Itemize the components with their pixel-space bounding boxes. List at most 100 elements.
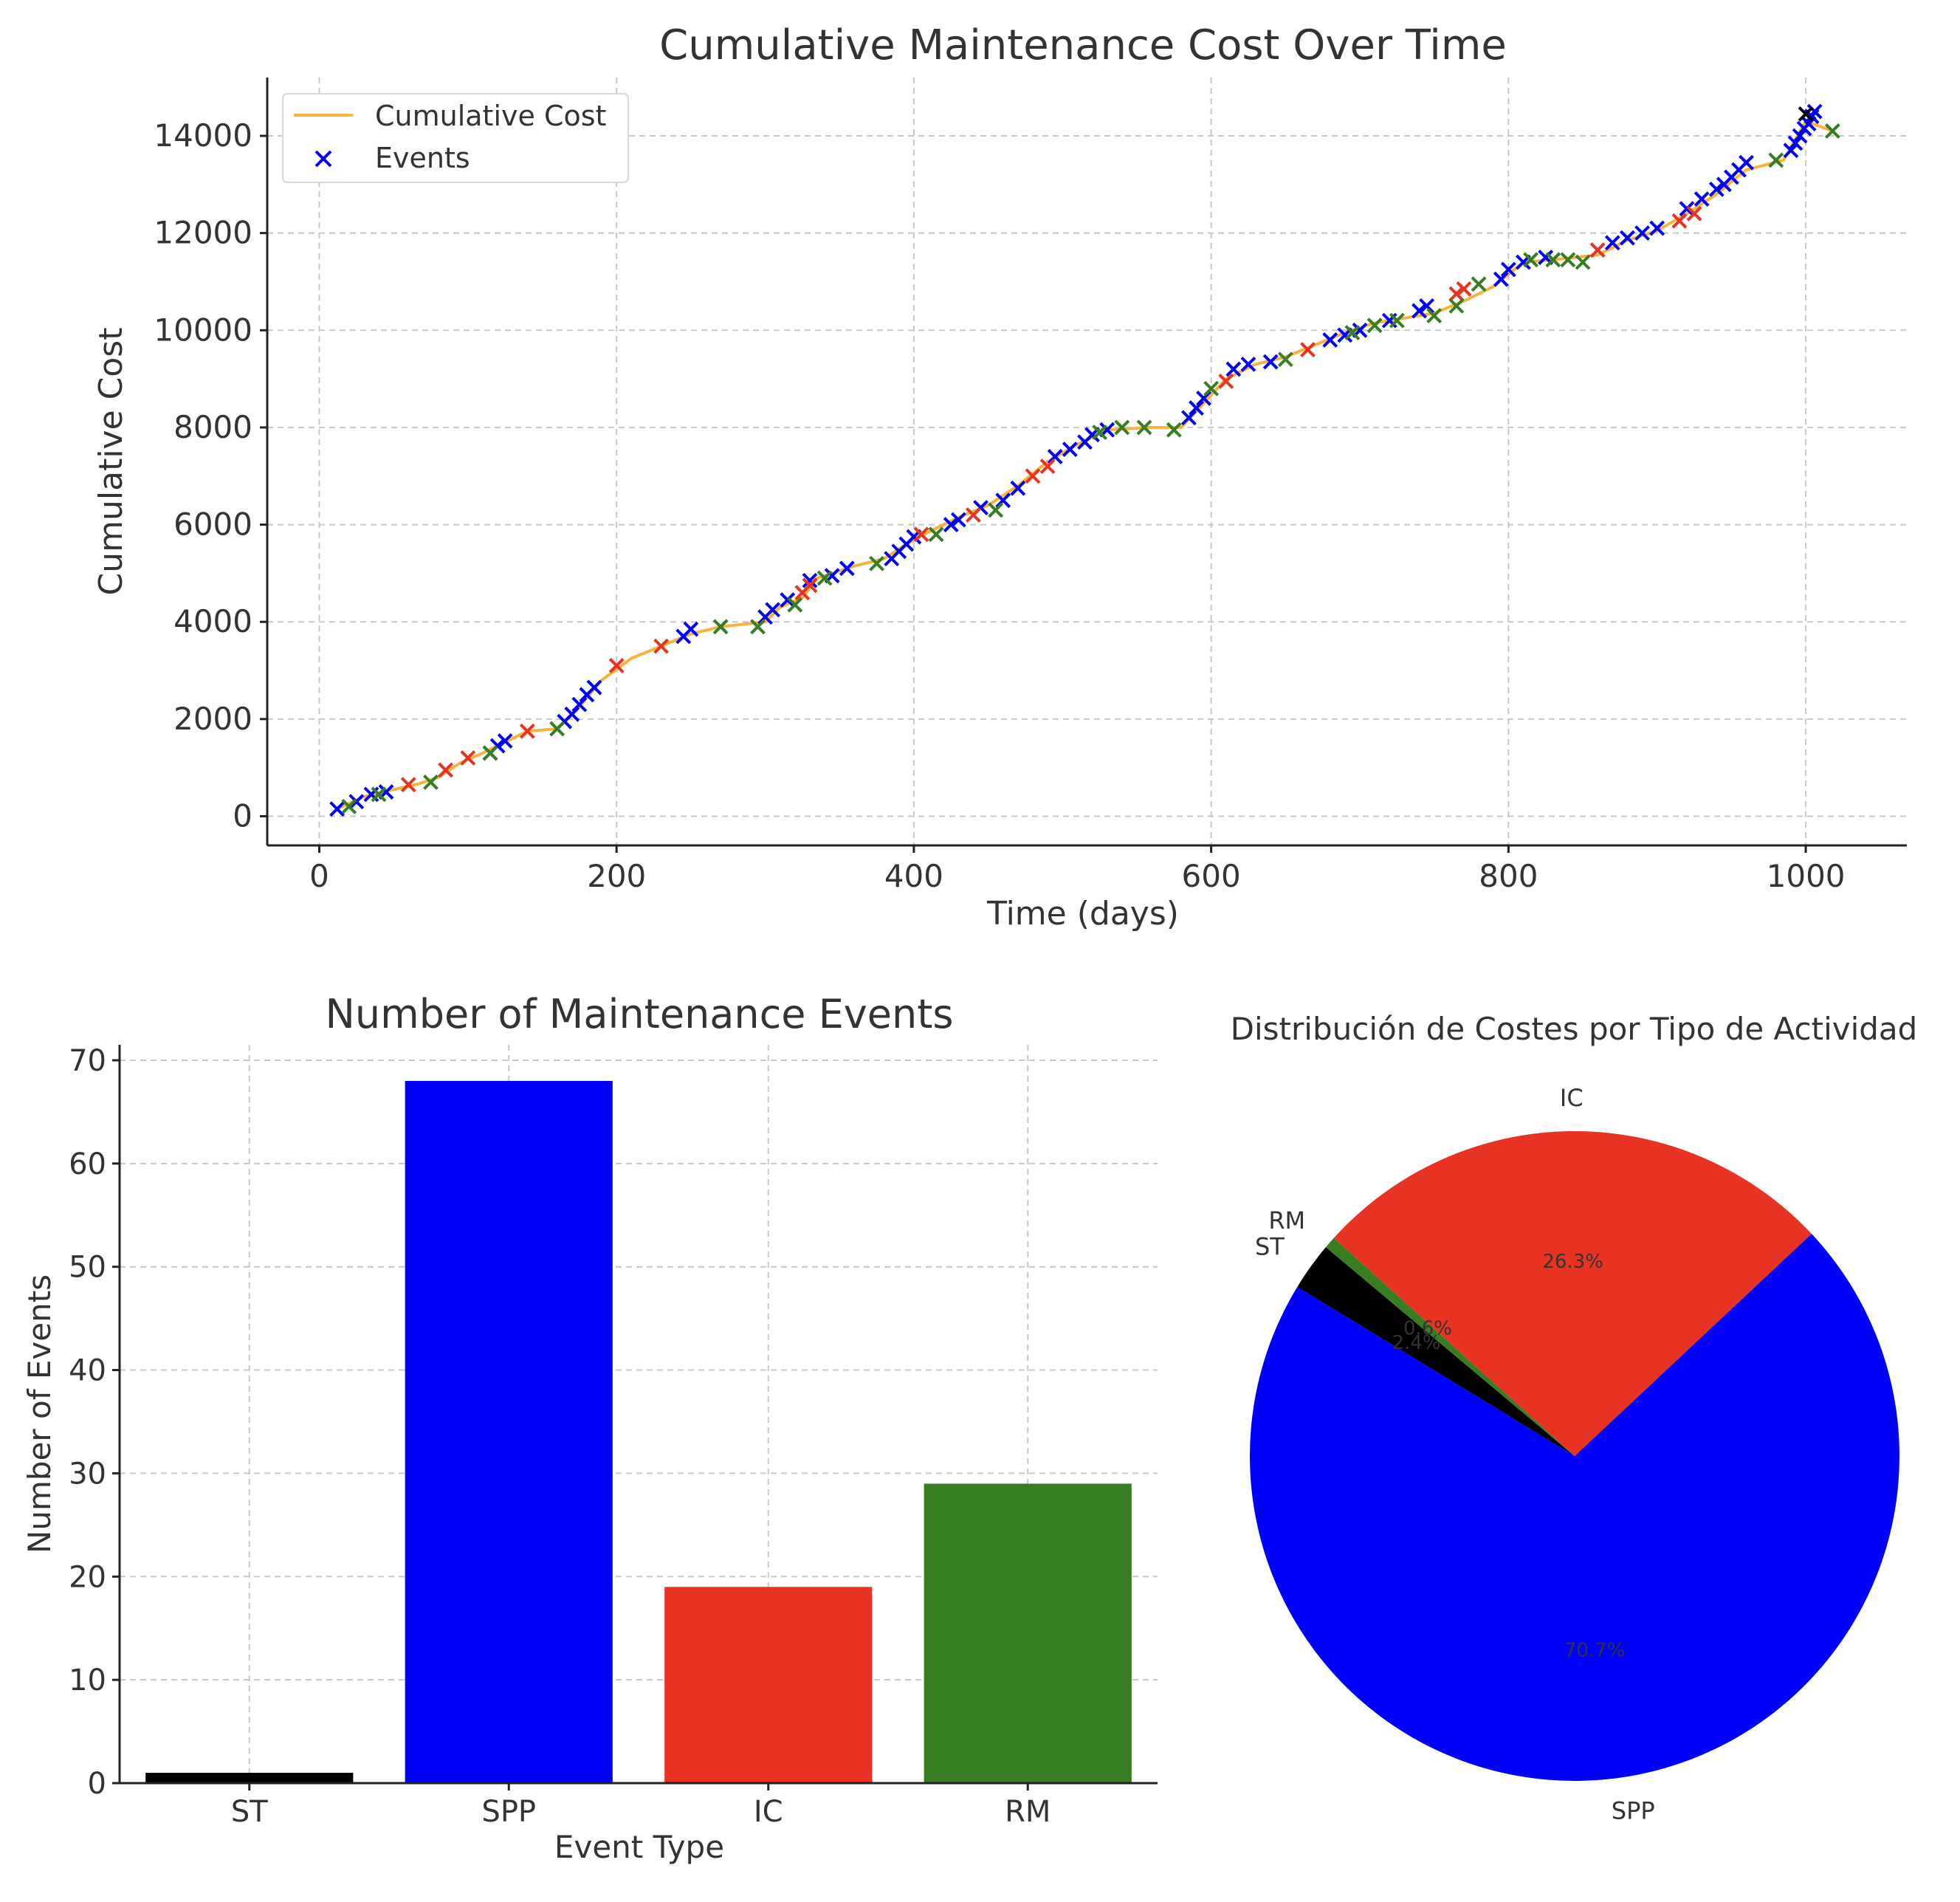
event-marker-spp bbox=[683, 621, 699, 637]
event-marker-rm bbox=[869, 555, 884, 571]
y-tick-label: 50 bbox=[69, 1251, 106, 1285]
y-tick-label: 0 bbox=[88, 1767, 106, 1801]
event-marker-spp bbox=[1649, 220, 1665, 236]
event-marker-ic bbox=[966, 507, 981, 523]
event-marker-spp bbox=[1047, 449, 1063, 464]
line-chart-legend: Cumulative Cost Events bbox=[282, 93, 629, 183]
event-marker-spp bbox=[1739, 154, 1754, 171]
bar-chart-y-label: Number of Events bbox=[21, 1274, 58, 1553]
event-marker-ic bbox=[1686, 205, 1702, 222]
y-tick-label: 60 bbox=[69, 1147, 106, 1181]
event-marker-rm bbox=[816, 570, 833, 586]
pie-percent-ic: 26.3% bbox=[1542, 1251, 1603, 1273]
event-marker-spp bbox=[1500, 261, 1516, 278]
event-marker-ic bbox=[1300, 342, 1316, 358]
pie-label-spp: SPP bbox=[1612, 1796, 1655, 1824]
bar-chart-axes bbox=[118, 1045, 1158, 1785]
bar-st bbox=[145, 1773, 354, 1783]
event-marker-spp bbox=[1783, 143, 1799, 159]
event-marker-spp bbox=[950, 512, 966, 528]
event-markers bbox=[329, 103, 1840, 817]
event-marker-rm bbox=[1277, 351, 1293, 368]
event-marker-rm bbox=[928, 526, 944, 543]
x-tick-label: 400 bbox=[884, 858, 943, 894]
y-tick-label: 8000 bbox=[173, 409, 252, 445]
bar-rm bbox=[924, 1483, 1132, 1783]
line-chart-title: Cumulative Maintenance Cost Over Time bbox=[659, 21, 1507, 69]
x-tick-label: 800 bbox=[1479, 858, 1538, 894]
x-tick-label: RM bbox=[1005, 1795, 1051, 1829]
bar-chart-x-label: Event Type bbox=[554, 1829, 724, 1865]
event-marker-rm bbox=[549, 721, 565, 737]
pie-label-ic: IC bbox=[1560, 1084, 1584, 1112]
event-marker-spp bbox=[1062, 442, 1078, 457]
event-marker-rm bbox=[1114, 419, 1130, 436]
event-marker-ic bbox=[913, 526, 929, 543]
pie-chart-labels: ST 2.4% SPP 70.7% IC 26.3% RM 0.6% bbox=[1255, 1084, 1655, 1824]
event-marker-ic bbox=[1448, 286, 1465, 302]
pie-chart-slices bbox=[1250, 1131, 1899, 1781]
x-tick-label: 1000 bbox=[1767, 858, 1846, 894]
event-marker-spp bbox=[1010, 480, 1026, 496]
event-marker-spp bbox=[564, 706, 580, 722]
event-marker-spp bbox=[1806, 103, 1823, 120]
event-marker-ic bbox=[1025, 468, 1041, 484]
event-marker-spp bbox=[1634, 225, 1650, 241]
event-marker-rm bbox=[1824, 123, 1840, 139]
y-tick-label: 40 bbox=[69, 1354, 106, 1388]
event-marker-spp bbox=[1196, 391, 1211, 406]
pie-chart: Distribución de Costes por Tipo de Activ… bbox=[1231, 1011, 1918, 1824]
event-marker-rm bbox=[1092, 425, 1108, 440]
event-marker-spp bbox=[1708, 181, 1725, 197]
event-marker-spp bbox=[586, 679, 602, 696]
pie-slice-st bbox=[1297, 1247, 1575, 1456]
event-marker-rm bbox=[750, 619, 766, 635]
event-marker-rm bbox=[423, 775, 439, 790]
event-marker-spp bbox=[802, 572, 818, 588]
event-marker-ic bbox=[802, 577, 818, 594]
pie-slice-spp bbox=[1250, 1234, 1899, 1781]
event-marker-ic bbox=[1456, 281, 1472, 297]
legend-x-icon bbox=[314, 150, 332, 168]
event-marker-spp bbox=[1679, 201, 1695, 217]
event-marker-spp bbox=[329, 801, 345, 817]
event-marker-spp bbox=[497, 733, 513, 749]
event-marker-ic bbox=[460, 750, 476, 766]
line-chart-x-ticks: 0 200 400 600 800 1000 bbox=[309, 845, 1846, 894]
event-marker-spp bbox=[1693, 191, 1710, 207]
cumulative-cost-line bbox=[336, 119, 1834, 811]
pie-chart-title: Distribución de Costes por Tipo de Activ… bbox=[1231, 1011, 1918, 1047]
y-tick-label: 70 bbox=[69, 1044, 106, 1078]
event-marker-spp bbox=[1240, 356, 1256, 372]
event-marker-spp bbox=[1411, 303, 1427, 319]
line-chart-grid bbox=[267, 78, 1907, 845]
pie-percent-spp: 70.7% bbox=[1564, 1640, 1626, 1662]
pie-slice-rm bbox=[1325, 1237, 1575, 1456]
event-marker-rm bbox=[1426, 308, 1443, 323]
pie-percent-st: 2.4% bbox=[1392, 1332, 1441, 1354]
event-marker-rm bbox=[988, 502, 1004, 518]
event-marker-ic bbox=[1039, 459, 1056, 474]
event-marker-spp bbox=[780, 592, 796, 608]
legend-label-events: Events bbox=[375, 142, 470, 174]
y-tick-label: 10000 bbox=[154, 312, 252, 348]
pie-label-rm: RM bbox=[1268, 1206, 1305, 1235]
y-tick-label: 6000 bbox=[173, 507, 252, 543]
event-marker-rm bbox=[1523, 252, 1538, 268]
legend-box bbox=[282, 93, 629, 183]
legend-label-cumulative-cost: Cumulative Cost bbox=[375, 100, 606, 132]
event-marker-spp bbox=[1787, 135, 1803, 151]
event-marker-ic bbox=[1589, 242, 1606, 258]
x-tick-label: 0 bbox=[309, 858, 329, 894]
event-marker-rm bbox=[787, 597, 803, 613]
y-tick-label: 14000 bbox=[154, 117, 252, 154]
event-marker-rm bbox=[1136, 419, 1152, 436]
y-tick-label: 12000 bbox=[154, 215, 252, 251]
event-marker-spp bbox=[943, 517, 959, 532]
y-tick-label: 0 bbox=[233, 798, 252, 834]
legend-x-swatch bbox=[314, 150, 332, 168]
bar-chart-y-ticks: 0 10 20 30 40 50 60 70 bbox=[69, 1044, 120, 1801]
x-tick-label: SPP bbox=[481, 1795, 536, 1829]
